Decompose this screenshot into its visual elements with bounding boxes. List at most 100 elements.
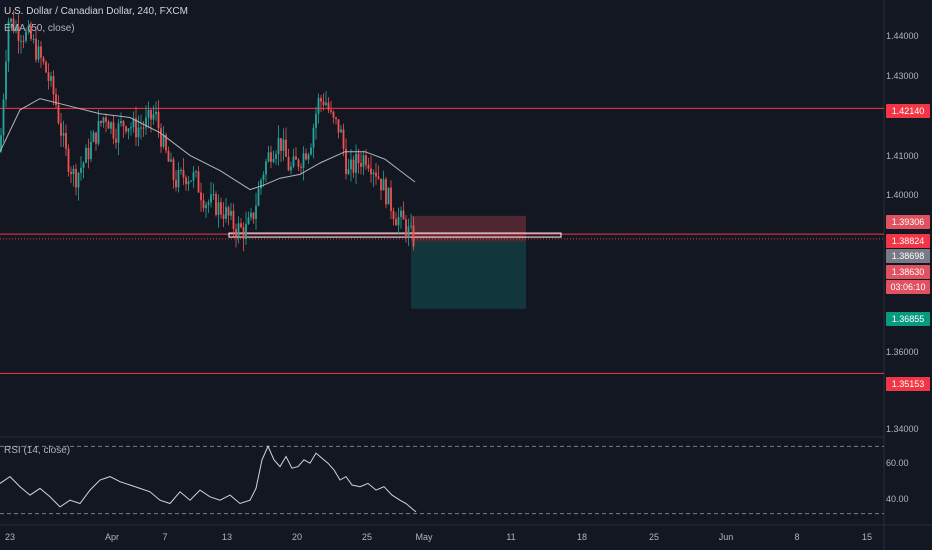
candle-body [347, 169, 350, 175]
candle-body [235, 228, 237, 237]
candle-body [370, 168, 372, 175]
current-price-tag: 1.38698 [886, 249, 930, 263]
candle-body [310, 147, 312, 155]
candle-body [35, 38, 37, 60]
candle-body [297, 159, 300, 167]
rsi-tick: 40.00 [886, 494, 909, 504]
candle-body [37, 46, 40, 60]
candle-body [147, 109, 150, 118]
candle-body [42, 57, 45, 62]
candle-body [32, 38, 35, 40]
symbol-title[interactable]: U.S. Dollar / Canadian Dollar, 240, FXCM [4, 6, 188, 17]
candle-body [190, 180, 192, 182]
candle-body [317, 98, 320, 114]
candle-body [52, 76, 55, 95]
rsi-indicator-label[interactable]: RSI (14, close) [4, 445, 71, 456]
candle-body [60, 123, 62, 136]
candle-body [152, 114, 155, 120]
candle-body [130, 127, 132, 129]
price-tick: 1.41000 [886, 151, 919, 161]
stop-loss-zone[interactable] [411, 215, 526, 242]
candle-body [17, 26, 20, 41]
support-rectangle[interactable] [228, 232, 562, 238]
candle-body [157, 111, 160, 129]
candle-body [325, 102, 327, 105]
candle-body [337, 119, 340, 133]
target-price-tag: 1.36855 [886, 312, 930, 326]
candle-body [277, 138, 280, 155]
candle-body [187, 181, 190, 185]
candle-body [207, 202, 210, 205]
candle-body [302, 153, 305, 168]
candle-body [395, 219, 397, 226]
ema-indicator-label[interactable]: EMA (50, close) [4, 23, 75, 34]
date-tick: 20 [291, 532, 303, 542]
price-tick: 1.36000 [886, 347, 919, 357]
price-tick: 1.43000 [886, 71, 919, 81]
candle-body [247, 217, 250, 224]
candle-body [402, 210, 405, 220]
candle-body [282, 139, 285, 151]
candle-body [340, 129, 342, 133]
candle-body [260, 179, 262, 189]
price-tick: 1.40000 [886, 190, 919, 200]
candle-body [227, 207, 230, 216]
price-tick: 1.44000 [886, 31, 919, 41]
candle-body [270, 152, 272, 162]
candle-body [167, 150, 170, 162]
date-tick: 8 [794, 532, 800, 542]
candle-body [272, 158, 275, 162]
candle-body [312, 127, 315, 148]
candle-body [367, 164, 370, 169]
candle-body [202, 200, 205, 209]
date-tick: 11 [506, 532, 516, 542]
candle-body [80, 167, 82, 173]
candle-body [195, 171, 197, 173]
candle-body [365, 155, 367, 165]
candle-body [45, 61, 47, 73]
candle-body [5, 61, 7, 100]
candle-body [77, 172, 80, 188]
candle-body [345, 148, 347, 175]
candle-body [307, 154, 310, 160]
ema-line[interactable] [0, 98, 416, 191]
candle-body [105, 117, 107, 122]
candle-body [27, 25, 30, 32]
candle-body [90, 141, 92, 160]
candle-body [350, 159, 352, 170]
candle-body [0, 135, 2, 152]
candle-body [230, 210, 232, 216]
candle-body [210, 194, 212, 203]
candle-body [382, 179, 385, 191]
candle-body [352, 159, 355, 173]
candle-body [30, 25, 32, 39]
candle-body [145, 117, 147, 128]
price-tick: 1.34000 [886, 424, 919, 434]
candle-body [407, 226, 410, 236]
candle-body [275, 154, 277, 159]
candle-body [170, 159, 172, 162]
candle-body [287, 156, 290, 171]
candle-body [97, 121, 100, 144]
candle-body [192, 172, 195, 181]
candle-body [400, 210, 402, 218]
take-profit-zone[interactable] [411, 241, 526, 309]
candle-body [127, 128, 130, 132]
candle-body [385, 179, 387, 205]
candle-body [140, 127, 142, 129]
level-price-tag: 1.35153 [886, 377, 930, 391]
candle-body [62, 133, 65, 136]
candle-body [335, 117, 337, 120]
candle-body [107, 121, 110, 129]
date-tick: Jun [718, 532, 734, 542]
candle-body [40, 46, 42, 58]
candle-body [205, 204, 207, 209]
candle-body [47, 72, 50, 81]
candle-body [327, 102, 330, 111]
candle-body [180, 169, 182, 171]
candle-body [292, 156, 295, 167]
candle-body [100, 121, 102, 123]
date-tick: 13 [221, 532, 233, 542]
rsi-line[interactable] [0, 445, 417, 513]
